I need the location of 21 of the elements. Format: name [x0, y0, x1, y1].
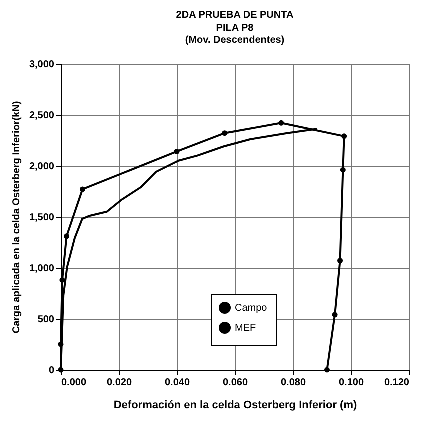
- y-tick-label: 3,000: [29, 60, 55, 70]
- x-tick-label: 0.060: [222, 378, 248, 388]
- x-tick-label: 0.040: [164, 378, 190, 388]
- x-axis-title: Deformación en la celda Osterberg Inferior (m): [114, 400, 358, 412]
- y-tick-label: 0: [48, 366, 55, 376]
- y-tick-label: 2,000: [29, 162, 55, 172]
- legend-label: MEF: [235, 323, 256, 334]
- x-tick-label: 0.100: [338, 378, 364, 388]
- text: PILA P8: [216, 23, 254, 34]
- x-tick-label: 0.020: [106, 378, 132, 388]
- legend-label: Campo: [235, 303, 268, 314]
- y-tick-label: 500: [38, 314, 55, 326]
- text: (Mov. Descendentes): [185, 35, 285, 46]
- y-tick-label: 1,500: [29, 212, 55, 224]
- x-tick-label: 0.000: [62, 378, 87, 388]
- y-tick-label: 1,000: [29, 264, 55, 274]
- y-tick-label: 2,500: [29, 110, 55, 122]
- x-tick-label: 0.080: [280, 378, 306, 388]
- x-tick-label: 0.120: [384, 378, 410, 388]
- y-axis-title: Carga aplicada en la celda Osterberg Inferior(kN): [11, 101, 22, 334]
- chart-title: 2DA PRUEBA DE PUNTA: [176, 10, 294, 21]
